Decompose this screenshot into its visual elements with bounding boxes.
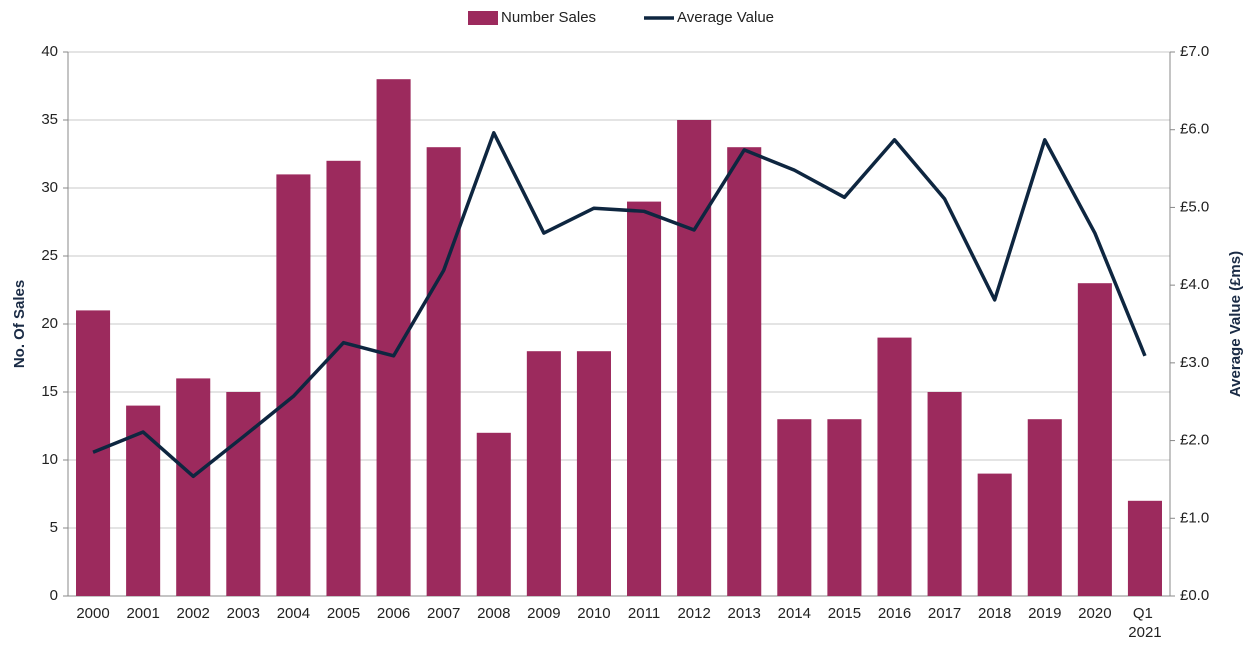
x-tick-label: 2011 bbox=[628, 605, 660, 622]
x-tick-label: 2002 bbox=[177, 605, 210, 622]
y-tick-label: 10 bbox=[41, 451, 58, 468]
y-tick-label: 5 bbox=[50, 519, 58, 536]
y2-tick-label: £6.0 bbox=[1180, 121, 1209, 138]
bar bbox=[727, 147, 762, 596]
bar bbox=[326, 160, 361, 597]
y2-tick-label: £7.0 bbox=[1180, 43, 1209, 60]
bar bbox=[877, 337, 912, 596]
x-tick-label: 2019 bbox=[1028, 605, 1061, 622]
x-tick-label: 2004 bbox=[277, 605, 310, 622]
bar bbox=[476, 432, 511, 596]
bar bbox=[927, 392, 962, 596]
y2-tick-label: £0.0 bbox=[1180, 587, 1209, 604]
x-tick-label: 2009 bbox=[527, 605, 560, 622]
y2-tick-label: £5.0 bbox=[1180, 198, 1209, 215]
x-tick-label: Q1 2021 bbox=[1128, 605, 1161, 641]
bar bbox=[76, 310, 111, 596]
bar bbox=[977, 473, 1012, 596]
x-tick-label: 2003 bbox=[227, 605, 260, 622]
x-tick-label: 2013 bbox=[728, 605, 761, 622]
y-axis-label: No. Of Sales bbox=[11, 280, 28, 368]
legend-swatch bbox=[468, 11, 498, 25]
bar bbox=[526, 351, 561, 596]
x-tick-label: 2014 bbox=[778, 605, 811, 622]
bar bbox=[1127, 500, 1162, 596]
x-tick-label: 2012 bbox=[677, 605, 710, 622]
y-tick-label: 40 bbox=[41, 43, 58, 60]
x-tick-label: 2020 bbox=[1078, 605, 1111, 622]
x-tick-label: 2007 bbox=[427, 605, 460, 622]
y-tick-label: 15 bbox=[41, 383, 58, 400]
legend-label: Average Value bbox=[677, 9, 774, 26]
legend-label: Number Sales bbox=[501, 9, 596, 26]
x-tick-label: 2000 bbox=[76, 605, 109, 622]
y-tick-label: 20 bbox=[41, 315, 58, 332]
line bbox=[92, 131, 1147, 479]
y-tick-label: 0 bbox=[50, 587, 58, 604]
bar bbox=[1027, 419, 1062, 596]
bar bbox=[777, 419, 812, 596]
bar bbox=[576, 351, 611, 596]
bar bbox=[1077, 283, 1112, 596]
y-tick-label: 30 bbox=[41, 179, 58, 196]
x-tick-label: 2008 bbox=[477, 605, 510, 622]
x-tick-label: 2017 bbox=[928, 605, 961, 622]
x-tick-label: 2015 bbox=[828, 605, 861, 622]
y2-axis-label: Average Value (£ms) bbox=[1227, 251, 1244, 397]
x-tick-label: 2010 bbox=[577, 605, 610, 622]
y2-tick-label: £2.0 bbox=[1180, 432, 1209, 449]
bar bbox=[426, 147, 461, 596]
bar bbox=[827, 419, 862, 596]
bar bbox=[677, 120, 712, 596]
y2-tick-label: £3.0 bbox=[1180, 354, 1209, 371]
bar bbox=[176, 378, 211, 596]
x-tick-label: 2016 bbox=[878, 605, 911, 622]
bar bbox=[226, 392, 261, 596]
x-tick-label: 2006 bbox=[377, 605, 410, 622]
y2-tick-label: £1.0 bbox=[1180, 509, 1209, 526]
y-tick-label: 35 bbox=[41, 111, 58, 128]
y-tick-label: 25 bbox=[41, 247, 58, 264]
x-tick-label: 2005 bbox=[327, 605, 360, 622]
x-tick-label: 2018 bbox=[978, 605, 1011, 622]
bar bbox=[627, 201, 662, 596]
x-tick-label: 2001 bbox=[126, 605, 159, 622]
y2-tick-label: £4.0 bbox=[1180, 276, 1209, 293]
